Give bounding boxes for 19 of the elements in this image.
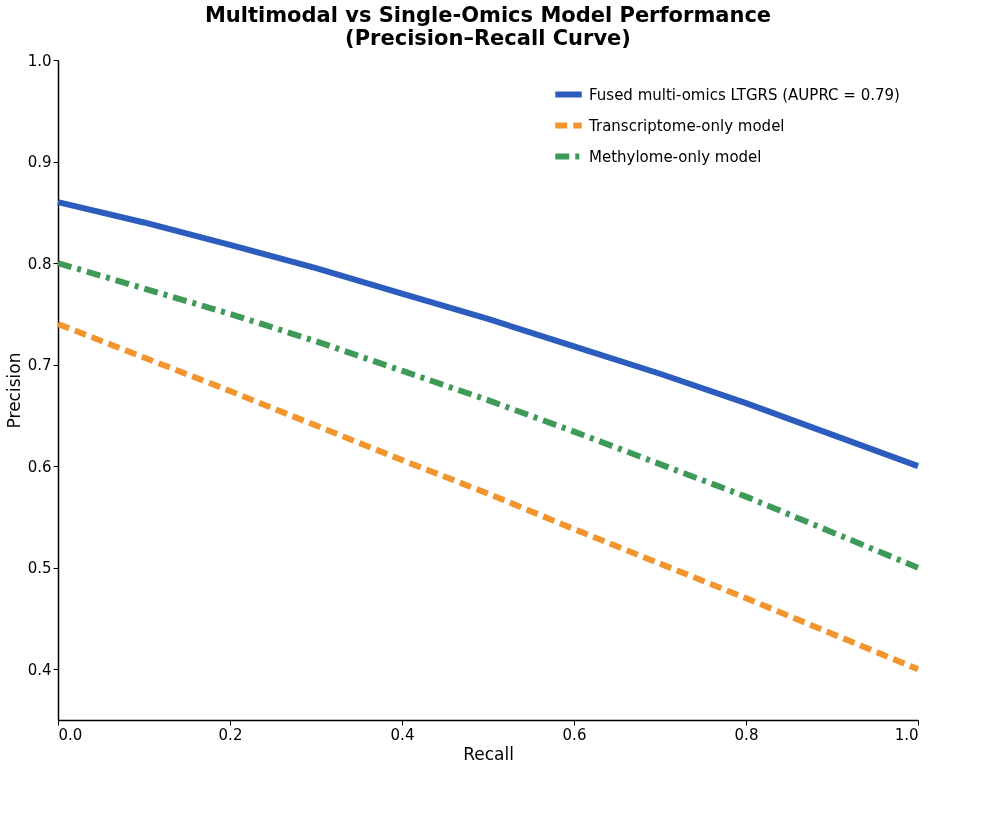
y-tick-label: 0.6: [27, 457, 52, 476]
x-axis-title: Recall: [463, 743, 514, 764]
x-tick-label: 0.2: [218, 725, 243, 744]
y-tick-label: 1.0: [27, 51, 52, 70]
legend-label: Methylome-only model: [589, 147, 762, 166]
chart-title: Multimodal vs Single-Omics Model Performance (Precision–Recall Curve): [204, 3, 772, 50]
x-tick-label: 0.0: [58, 725, 83, 744]
x-tick-label: 0.8: [734, 725, 759, 744]
x-tick-label: 0.4: [390, 725, 415, 744]
legend-label: Fused multi-omics LTGRS (AUPRC = 0.79): [589, 85, 900, 104]
y-axis-title: Precision: [3, 352, 24, 429]
y-tick-label: 0.4: [27, 660, 52, 679]
x-tick-label: 1.0: [894, 725, 919, 744]
legend-label: Transcriptome-only model: [588, 116, 785, 135]
y-tick-label: 0.9: [27, 153, 52, 172]
y-tick-label: 0.5: [27, 559, 52, 578]
x-tick-label: 0.6: [562, 725, 587, 744]
y-tick-label: 0.8: [27, 254, 52, 273]
y-tick-label: 0.7: [27, 356, 52, 375]
